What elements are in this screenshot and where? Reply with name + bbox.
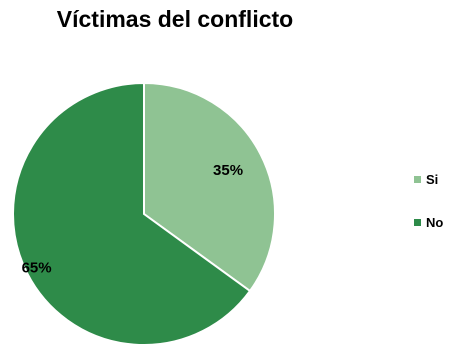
- legend-label-si: Si: [426, 172, 439, 187]
- pie-slices: [12, 81, 276, 346]
- pie-slice-no: [12, 81, 252, 346]
- legend-swatch-si: [414, 176, 421, 183]
- data-label-si: 35%: [213, 162, 243, 179]
- chart-title: Víctimas del conflicto: [56, 6, 294, 32]
- data-label-no: 65%: [22, 260, 52, 277]
- legend-swatch-no: [414, 219, 421, 226]
- legend-item-si: Si: [414, 170, 443, 189]
- legend-item-no: No: [414, 213, 443, 232]
- legend: Si No: [414, 170, 443, 256]
- legend-label-no: No: [426, 215, 444, 230]
- pie-data-labels: 35% 65%: [22, 162, 243, 277]
- pie-slice-si: [143, 81, 276, 293]
